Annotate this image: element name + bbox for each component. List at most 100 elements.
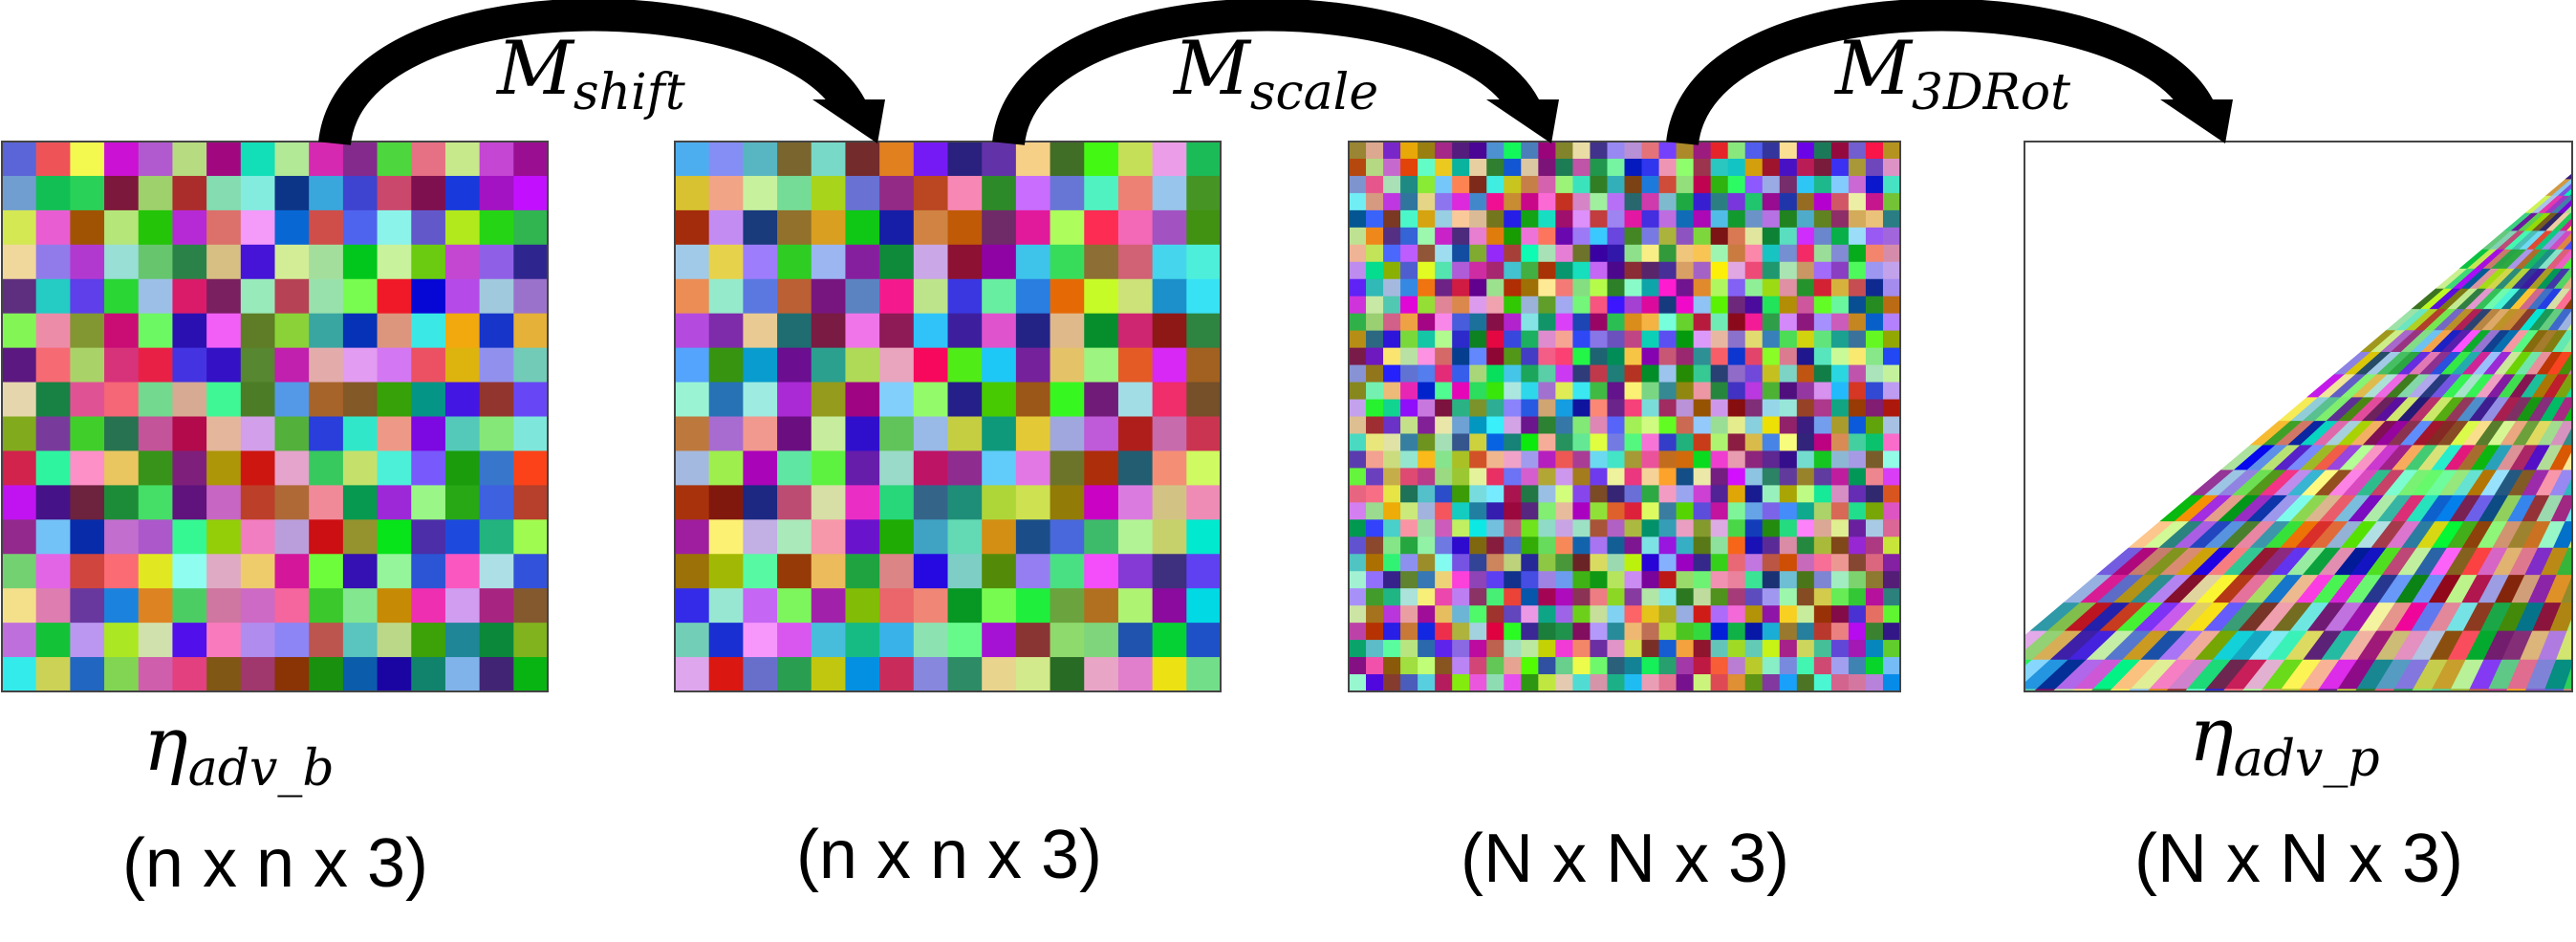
mosaic-tile bbox=[1555, 588, 1574, 606]
arrow-shift bbox=[318, 0, 885, 146]
mosaic-tile bbox=[1830, 175, 1850, 194]
mosaic-tile bbox=[444, 450, 481, 486]
mosaic-tile bbox=[1521, 571, 1539, 589]
mosaic-tile bbox=[1762, 674, 1781, 691]
mosaic-tile bbox=[1676, 158, 1695, 177]
mosaic-tile bbox=[2566, 617, 2572, 631]
mosaic-tile bbox=[1762, 399, 1781, 418]
mosaic-tile bbox=[479, 209, 514, 246]
mosaic-tile bbox=[1676, 313, 1695, 332]
mosaic-tile bbox=[2564, 297, 2572, 310]
mosaic-tile bbox=[2033, 688, 2058, 691]
mosaic-tile bbox=[309, 142, 344, 177]
mosaic-tile bbox=[1117, 278, 1154, 315]
mosaic-tile bbox=[1400, 261, 1418, 280]
mosaic-tile bbox=[1015, 519, 1051, 555]
mosaic-tile bbox=[2548, 230, 2572, 250]
mosaic-tile bbox=[1693, 192, 1712, 211]
mosaic-tile bbox=[1366, 192, 1384, 211]
mosaic-tile bbox=[845, 209, 880, 246]
mosaic-tile bbox=[35, 657, 71, 691]
mosaic-tile bbox=[2380, 718, 2416, 749]
mosaic-tile bbox=[1727, 537, 1746, 555]
mosaic-tile bbox=[377, 313, 412, 349]
panel-border bbox=[674, 141, 1222, 692]
mosaic-tile bbox=[240, 416, 276, 452]
mosaic-tile bbox=[1538, 450, 1556, 470]
mosaic-tile bbox=[1383, 657, 1401, 675]
mosaic-tile bbox=[913, 588, 949, 624]
mosaic-tile bbox=[1882, 657, 1900, 675]
mosaic-tile bbox=[1813, 313, 1832, 332]
mosaic-tile bbox=[138, 278, 174, 315]
mosaic-tile bbox=[1641, 571, 1660, 589]
mosaic-tile bbox=[1865, 623, 1884, 641]
mosaic-tile bbox=[1015, 347, 1051, 383]
mosaic-tile bbox=[1452, 605, 1470, 624]
mosaic-tile bbox=[1117, 209, 1154, 246]
mosaic-tile bbox=[1349, 227, 1367, 246]
mosaic-tile bbox=[1435, 623, 1453, 641]
mosaic-tile bbox=[1521, 605, 1539, 624]
mosaic-tile bbox=[1744, 399, 1764, 418]
mosaic-tile bbox=[1015, 416, 1051, 452]
mosaic-tile bbox=[1400, 296, 1418, 315]
mosaic-tile bbox=[1152, 313, 1187, 349]
mosaic-tile bbox=[913, 416, 949, 452]
mosaic-tile bbox=[1590, 657, 1609, 675]
mosaic-tile bbox=[2552, 520, 2572, 548]
mosaic-tile bbox=[1366, 278, 1384, 297]
mosaic-tile bbox=[1865, 278, 1884, 297]
mosaic-tile bbox=[1641, 605, 1660, 624]
mosaic-tile bbox=[1607, 278, 1626, 297]
mosaic-tile bbox=[1865, 296, 1884, 315]
mosaic-tile bbox=[1762, 657, 1781, 675]
mosaic-tile bbox=[1710, 571, 1729, 589]
mosaic-tile bbox=[1349, 502, 1367, 520]
mosaic-tile bbox=[1050, 244, 1085, 280]
mosaic-tile bbox=[1693, 175, 1712, 194]
mosaic-tile bbox=[777, 175, 812, 211]
mosaic-tile bbox=[1848, 623, 1867, 641]
mosaic-tile bbox=[1186, 142, 1221, 177]
mosaic-tile bbox=[1744, 347, 1764, 366]
mosaic-tile bbox=[35, 588, 71, 624]
mosaic-tile bbox=[1152, 382, 1187, 418]
mosaic-tile bbox=[1418, 364, 1436, 383]
mosaic-tile bbox=[206, 175, 242, 211]
mosaic-tile bbox=[1848, 605, 1867, 624]
mosaic-tile bbox=[1538, 571, 1556, 589]
mosaic-tile bbox=[1710, 588, 1729, 606]
mosaic-tile bbox=[1504, 554, 1522, 572]
mosaic-tile bbox=[138, 554, 174, 589]
mosaic-tile bbox=[1486, 330, 1504, 349]
mosaic-tile bbox=[1693, 571, 1712, 589]
mosaic-tile bbox=[1779, 158, 1798, 177]
mosaic-tile bbox=[1865, 330, 1884, 349]
mosaic-tile bbox=[1744, 158, 1764, 177]
mosaic-tile bbox=[1418, 192, 1436, 211]
mosaic-tile bbox=[1555, 244, 1574, 263]
mosaic-tile bbox=[1796, 330, 1815, 349]
mosaic-tile bbox=[1865, 244, 1884, 263]
mosaic-tile bbox=[1366, 158, 1384, 177]
mosaic-tile bbox=[1418, 382, 1436, 401]
mosaic-tile bbox=[172, 554, 207, 589]
mosaic-tile bbox=[1676, 450, 1695, 470]
mosaic-tile bbox=[1486, 657, 1504, 675]
mosaic-tile bbox=[1117, 313, 1154, 349]
mosaic-tile bbox=[1572, 244, 1591, 263]
mosaic-tile bbox=[240, 313, 276, 349]
mosaic-tile bbox=[1658, 158, 1678, 177]
mosaic-tile bbox=[1521, 142, 1539, 160]
mosaic-tile bbox=[1762, 261, 1781, 280]
mosaic-tile bbox=[1521, 554, 1539, 572]
mosaic-tile bbox=[104, 244, 140, 280]
mosaic-tile bbox=[2, 209, 37, 246]
mosaic-tile bbox=[1521, 382, 1539, 401]
mosaic-tile bbox=[1693, 519, 1712, 537]
mosaic-tile bbox=[1676, 192, 1695, 211]
mosaic-tile bbox=[1486, 674, 1504, 691]
mosaic-tile bbox=[1050, 657, 1085, 691]
mosaic-tile bbox=[1641, 296, 1660, 315]
